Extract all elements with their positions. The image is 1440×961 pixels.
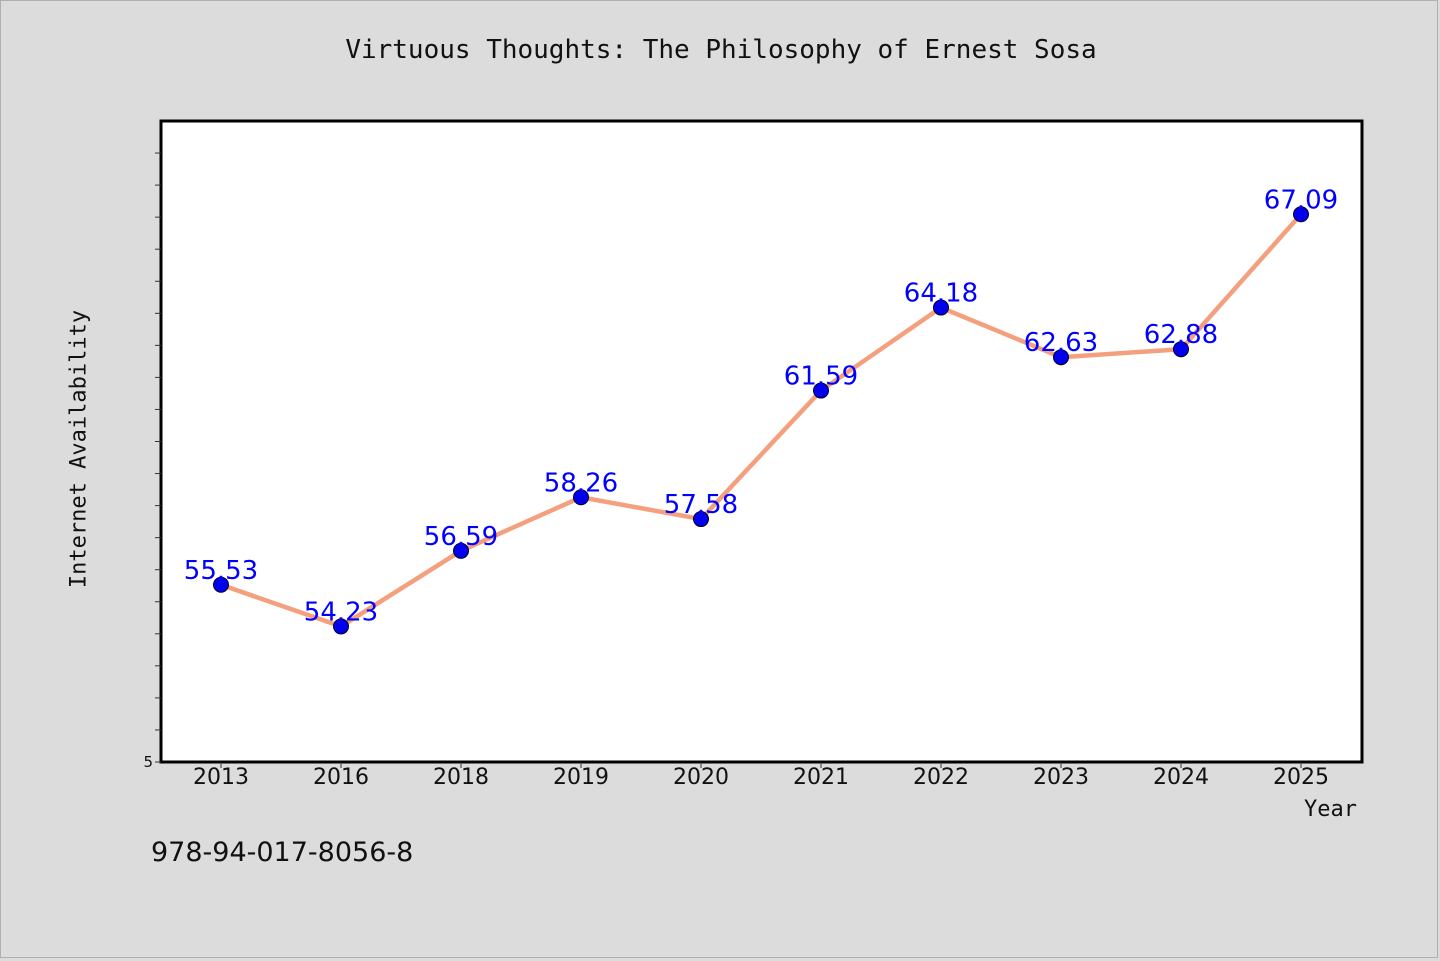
x-tick-label: 2019 (553, 765, 609, 790)
data-point (453, 542, 469, 559)
x-tick-label: 2024 (1153, 765, 1209, 790)
data-label: 61.59 (784, 362, 858, 392)
data-label: 56.59 (424, 522, 498, 552)
series-markers (213, 206, 1309, 635)
x-tick-label: 2021 (793, 765, 849, 790)
data-point (813, 382, 829, 399)
data-point (1173, 341, 1189, 358)
data-point (213, 576, 229, 593)
x-tick-label: 2016 (313, 765, 369, 790)
y-tick-label: 5 (143, 753, 153, 771)
x-tick-label: 2013 (193, 765, 249, 790)
x-tick-label: 2025 (1273, 765, 1329, 790)
chart-title: Virtuous Thoughts: The Philosophy of Ern… (345, 35, 1097, 65)
x-tick-label: 2022 (913, 765, 969, 790)
data-label: 58.26 (544, 468, 618, 498)
data-label: 64.18 (904, 279, 978, 309)
data-point (933, 299, 949, 316)
data-label: 55.53 (184, 556, 258, 586)
data-point (333, 618, 349, 635)
data-label: 62.88 (1144, 320, 1218, 350)
plot-area (159, 119, 1364, 764)
series-line (220, 212, 1303, 629)
isbn-text: 978-94-017-8056-8 (151, 837, 414, 868)
data-label: 62.63 (1024, 328, 1098, 358)
data-point (1293, 206, 1309, 223)
data-label: 54.23 (304, 597, 378, 627)
data-point (573, 489, 589, 506)
data-label: 67.09 (1264, 185, 1338, 215)
x-tick-label: 2023 (1033, 765, 1089, 790)
data-point (1053, 349, 1069, 366)
data-labels: 55.53 54.23 56.59 58.26 57.58 61.59 64.18 62.63… (184, 185, 1338, 627)
data-label: 57.58 (664, 490, 738, 520)
x-tick-label: 2018 (433, 765, 489, 790)
data-point (693, 511, 709, 528)
x-axis-label: Year (1304, 797, 1357, 822)
x-axis-ticks: 2013 2016 2018 2019 2020 2021 2022 2023 2024 2025 (193, 762, 1329, 790)
y-axis-ticks: 5 (143, 152, 161, 771)
x-tick-label: 2020 (673, 765, 729, 790)
